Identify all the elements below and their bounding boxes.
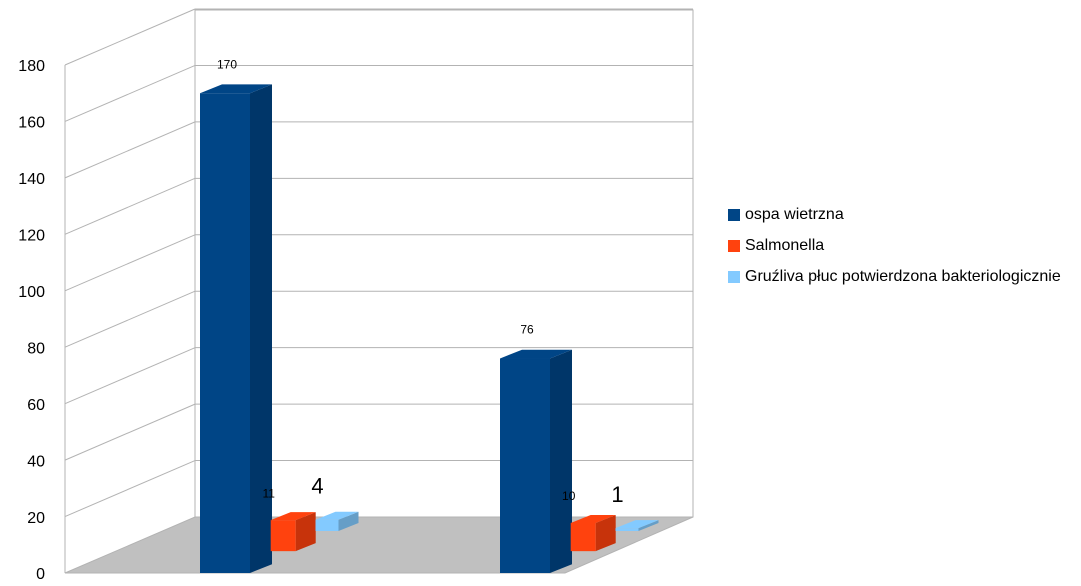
bar-top — [315, 511, 359, 520]
bar — [500, 358, 550, 573]
data-label: 11 — [262, 486, 275, 500]
grid-line — [64, 290, 196, 348]
legend-swatch — [728, 209, 740, 221]
y-tick-label: 100 — [18, 284, 45, 301]
bar-top — [500, 349, 572, 359]
bar — [570, 522, 596, 552]
y-tick-label: 0 — [36, 566, 45, 583]
bar — [615, 528, 639, 531]
back-wall — [194, 9, 694, 518]
legend-swatch — [728, 271, 740, 283]
data-label: 1 — [611, 482, 623, 507]
data-label: 4 — [311, 474, 323, 499]
y-tick-label: 20 — [27, 510, 45, 527]
y-tick-label: 120 — [18, 228, 45, 245]
bar — [270, 520, 296, 552]
grid-line — [64, 121, 196, 179]
legend-label: ospa wietrzna — [745, 206, 844, 223]
y-tick-label: 40 — [27, 453, 45, 470]
data-label: 10 — [562, 489, 576, 503]
grid-line — [64, 234, 196, 292]
bar-top — [570, 514, 616, 523]
bar-side — [595, 514, 616, 552]
legend-swatch — [728, 240, 740, 252]
grid-line — [64, 403, 196, 461]
bar-top — [615, 520, 659, 529]
bar-side — [550, 349, 572, 573]
legend-label: Salmonella — [745, 237, 825, 254]
bar — [200, 93, 250, 573]
bar-top — [200, 84, 272, 94]
data-label: 76 — [520, 323, 534, 337]
bar-top — [270, 512, 316, 521]
y-tick-label: 60 — [27, 397, 45, 414]
bar-side — [638, 520, 659, 531]
bar-side — [250, 84, 272, 573]
grid-line — [64, 8, 196, 66]
legend-label: Gruźliva płuc potwierdzona bakteriologic… — [745, 268, 1061, 285]
bar-side — [295, 512, 316, 552]
grid-line — [64, 177, 196, 235]
y-tick-label: 180 — [18, 58, 45, 75]
grid-line — [64, 347, 196, 405]
y-tick-label: 160 — [18, 115, 45, 132]
y-tick-label: 80 — [27, 340, 45, 357]
grid-line — [64, 460, 196, 518]
bar — [315, 519, 339, 531]
y-tick-label: 140 — [18, 171, 45, 188]
grid-line — [64, 64, 196, 122]
data-label: 170 — [217, 57, 237, 71]
bar-side — [338, 511, 359, 531]
